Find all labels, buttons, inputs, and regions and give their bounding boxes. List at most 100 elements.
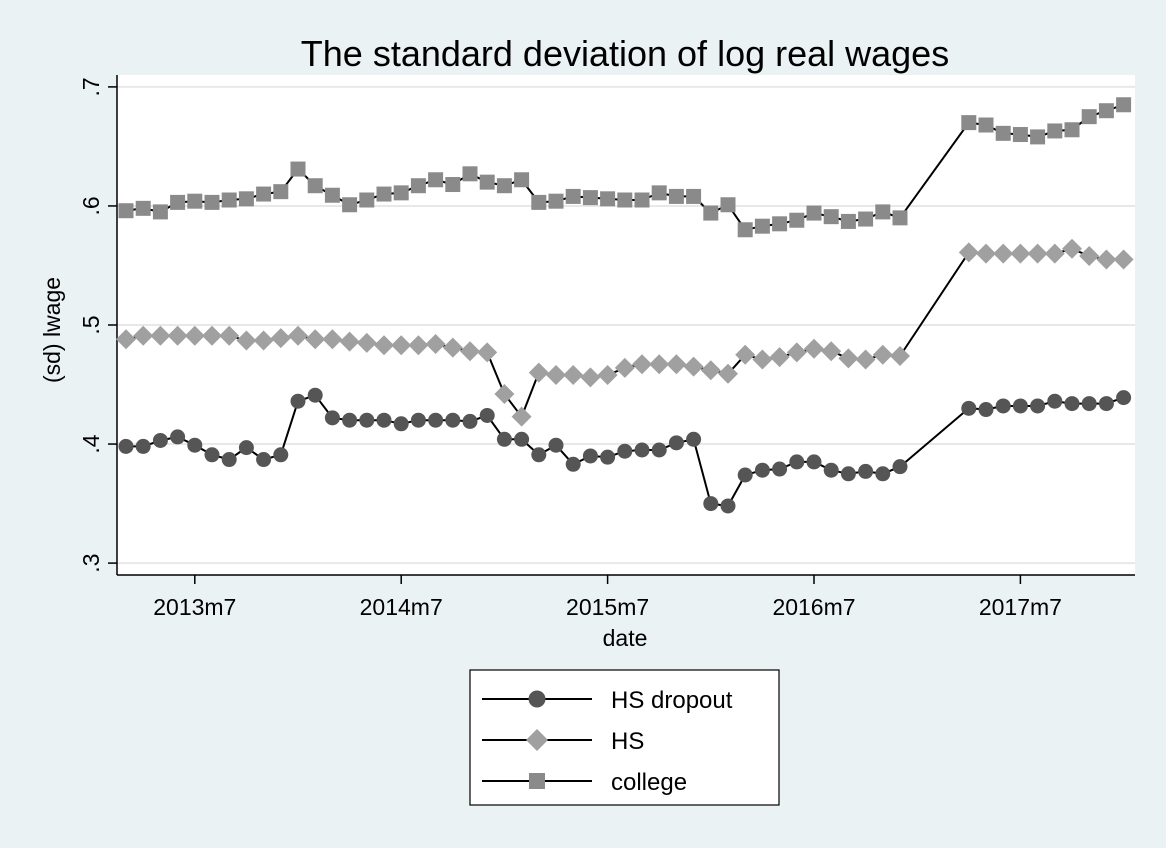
data-point-hs-dropout [565,456,581,472]
data-point-hs [339,331,360,352]
data-point-college [1047,123,1063,139]
data-point-hs-dropout [307,387,323,403]
data-point-hs [976,243,996,264]
legend-label-college: college [611,769,687,796]
data-point-college [428,172,444,188]
data-point-hs-dropout [1064,396,1080,412]
x-tick-label: 2015m7 [566,594,649,620]
data-point-college [496,178,512,194]
data-point-hs [116,329,136,350]
data-point-hs [442,337,463,358]
data-point-college [170,194,186,210]
legend-box [469,669,780,806]
data-point-hs-dropout [204,447,220,463]
data-point-college [1064,122,1080,138]
data-point-college [445,177,461,193]
data-point-hs-dropout [187,437,203,453]
data-point-college [1012,127,1028,143]
data-point-hs-dropout [445,412,461,428]
data-point-hs-dropout [823,462,839,478]
data-point-hs [1079,245,1100,266]
data-point-hs [408,335,429,356]
data-point-college [978,117,994,133]
data-point-hs [511,406,532,427]
data-point-hs [597,365,618,385]
data-point-hs [1010,243,1031,264]
data-point-hs [1027,243,1048,264]
data-point-hs-dropout [737,467,753,483]
data-point-hs-dropout [686,431,702,447]
data-point-college [204,194,220,210]
data-point-college [359,192,375,208]
data-point-hs-dropout [324,410,340,426]
data-point-hs [219,325,240,346]
series-group [116,97,1134,514]
data-point-hs [374,335,394,356]
data-point-hs-dropout [221,452,237,468]
data-point-college [221,192,237,208]
data-point-college [238,191,254,207]
data-point-college [703,205,719,221]
data-point-hs [1113,249,1134,270]
data-point-college [823,209,839,225]
data-point-hs-dropout [634,442,650,458]
data-point-hs-dropout [342,412,358,428]
data-point-college [152,204,168,220]
data-point-hs-dropout [668,435,684,451]
data-point-college [1116,97,1132,113]
data-point-hs-dropout [840,466,856,482]
data-point-hs-dropout [531,447,547,463]
data-point-college [256,186,272,202]
legend-marker-hs [526,729,548,751]
data-point-hs [391,335,412,356]
data-point-hs [614,357,635,378]
series-hs [116,238,1134,427]
data-point-hs [735,344,756,365]
data-point-college [135,200,151,216]
data-point-hs-dropout [875,466,891,482]
x-axis-ticks: 2013m7 2014m7 2015m7 2016m7 2017m7 [153,575,1062,620]
data-point-hs [425,334,446,355]
data-point-college [376,186,392,202]
data-point-college [668,188,684,204]
data-point-college [462,166,478,182]
data-point-hs-dropout [238,440,254,456]
data-point-hs [288,325,308,346]
data-point-hs-dropout [600,449,616,465]
data-point-hs-dropout [479,407,495,423]
data-point-college [410,178,426,194]
data-point-hs-dropout [514,431,530,447]
data-point-hs [958,242,979,263]
data-point-college [1098,103,1114,119]
gridlines [117,85,1135,565]
data-point-hs-dropout [273,447,289,463]
legend-marker-college [529,773,545,789]
legend-label-hs-dropout: HS dropout [611,687,733,714]
data-point-hs [855,349,876,370]
data-point-hs-dropout [256,452,272,468]
data-point-college [754,218,770,234]
y-tick-label: .5 [78,315,104,334]
data-point-hs-dropout [703,496,719,512]
data-point-college [531,194,547,210]
data-point-hs [700,360,721,381]
data-point-college [514,172,530,188]
data-point-hs [1044,243,1065,264]
legend-entry-hs: HS [482,728,644,755]
data-point-hs-dropout [1116,390,1132,406]
data-point-hs-dropout [1081,396,1097,412]
data-point-hs [649,354,670,375]
data-point-hs [167,325,188,346]
data-point-hs [580,367,601,388]
data-point-college [720,197,736,213]
data-point-college [789,212,805,228]
data-point-hs-dropout [118,438,134,454]
data-point-hs [236,330,257,351]
data-point-hs [786,342,807,363]
y-tick-label: .7 [78,77,104,96]
data-point-college [686,188,702,204]
data-point-hs-dropout [170,429,186,445]
data-point-hs-dropout [428,412,444,428]
data-point-hs-dropout [978,402,994,418]
